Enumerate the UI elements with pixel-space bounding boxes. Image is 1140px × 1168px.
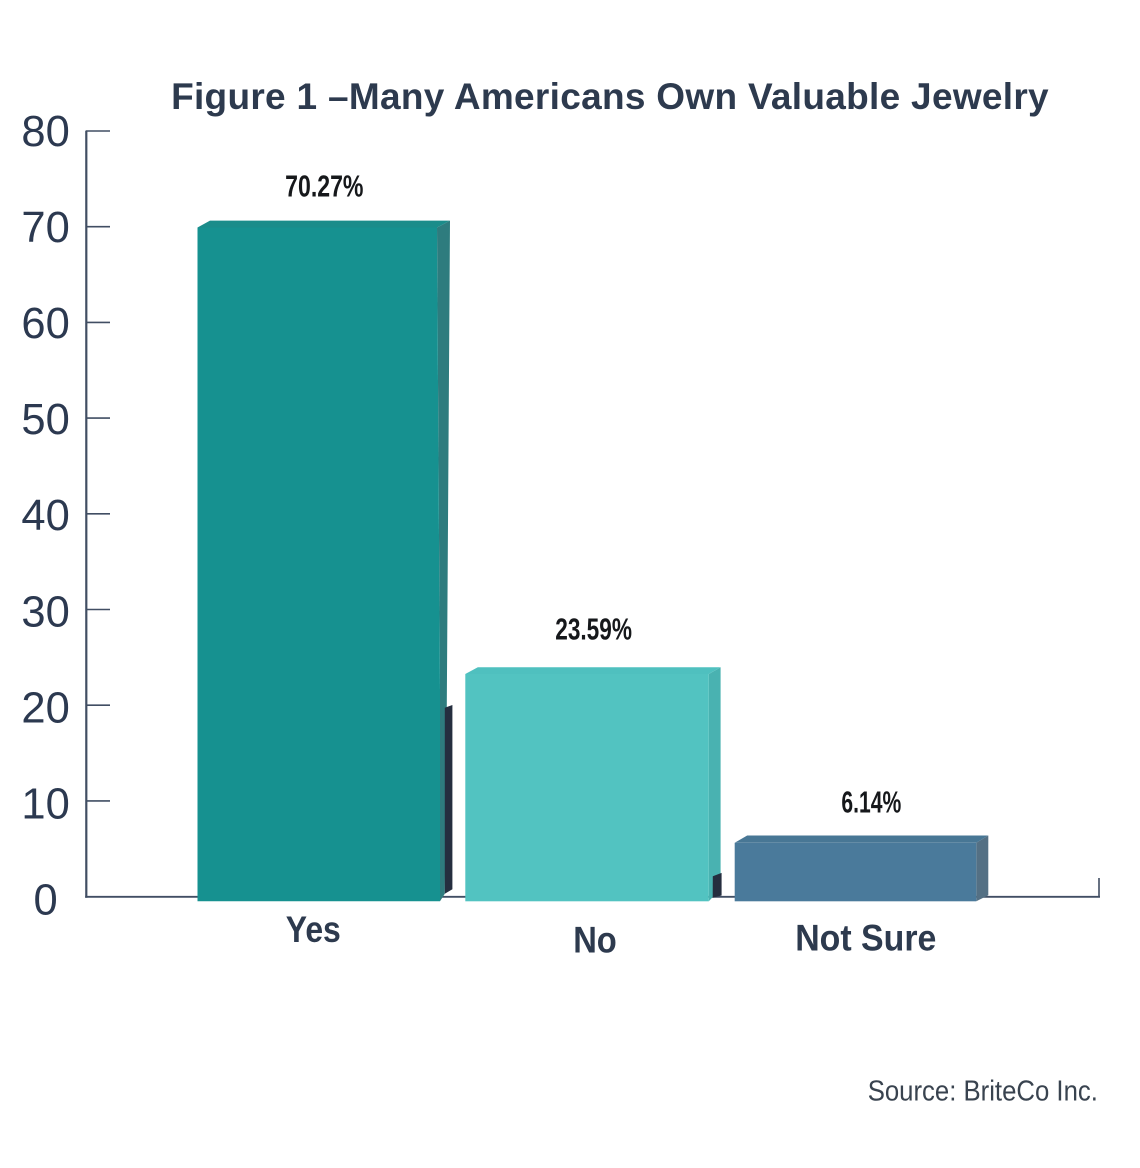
svg-text:6.14%: 6.14% [841, 785, 901, 820]
svg-text:Yes: Yes [286, 909, 341, 950]
svg-text:10: 10 [21, 780, 69, 828]
svg-text:23.59%: 23.59% [555, 612, 632, 647]
svg-text:70.27%: 70.27% [285, 168, 363, 203]
svg-text:0: 0 [33, 877, 57, 925]
svg-text:Source: BriteCo Inc.: Source: BriteCo Inc. [868, 1076, 1098, 1108]
svg-text:50: 50 [21, 396, 69, 444]
svg-text:60: 60 [21, 300, 69, 348]
svg-text:40: 40 [21, 492, 69, 540]
svg-text:Figure 1 –Many Americans Own V: Figure 1 –Many Americans Own Valuable Je… [171, 76, 1049, 117]
svg-text:No: No [573, 920, 617, 961]
svg-text:20: 20 [21, 684, 69, 732]
svg-text:30: 30 [21, 588, 69, 636]
svg-text:70: 70 [21, 204, 69, 252]
svg-text:Not Sure: Not Sure [795, 918, 936, 959]
svg-text:80: 80 [21, 108, 69, 156]
